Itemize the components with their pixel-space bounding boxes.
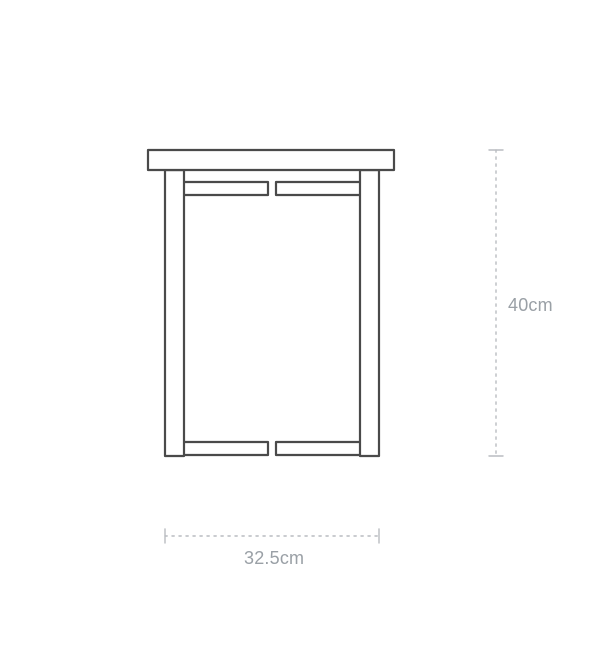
width-dimension-label: 32.5cm <box>244 548 304 569</box>
height-dimension-label: 40cm <box>508 295 553 316</box>
dimension-diagram: 40cm 32.5cm <box>0 0 600 645</box>
